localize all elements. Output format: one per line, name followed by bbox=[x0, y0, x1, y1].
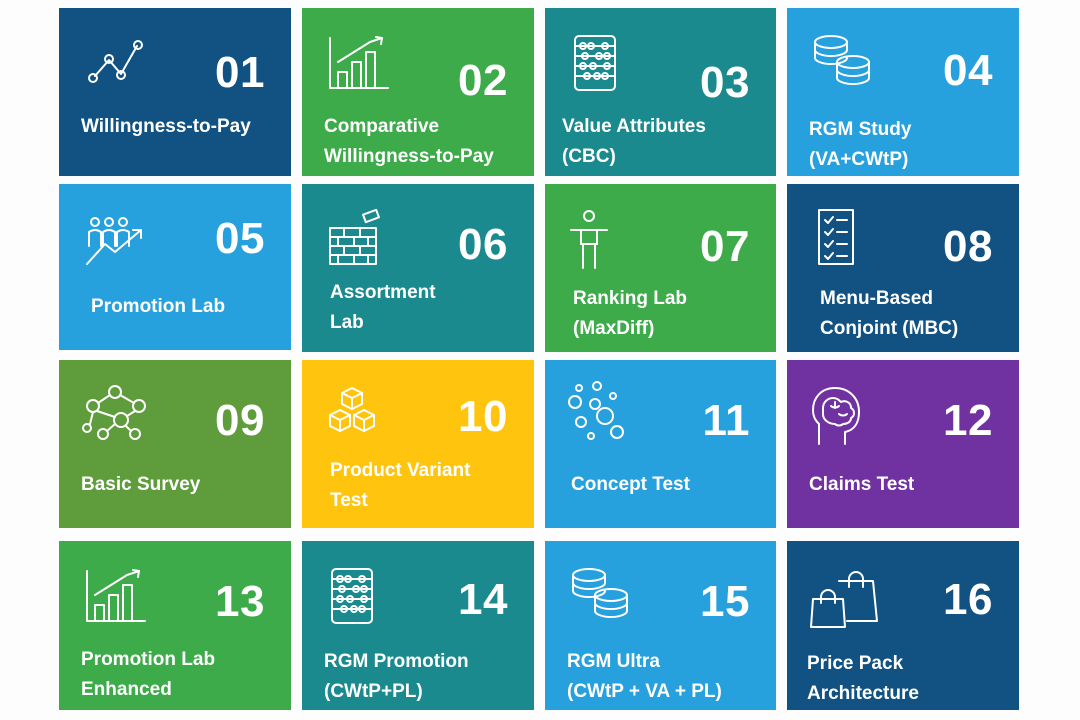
tile-label: RGM Promotion (CWtP+PL) bbox=[324, 651, 469, 702]
tile-label: Concept Test bbox=[571, 474, 690, 495]
tile-comparative-willingness-to-pay[interactable]: 02 Comparative Willingness-to-Pay bbox=[302, 8, 534, 176]
tile-label: RGM Study (VA+CWtP) bbox=[809, 119, 912, 170]
tile-number: 13 bbox=[215, 577, 265, 626]
tile-number: 05 bbox=[215, 214, 265, 263]
brick-wall-icon bbox=[324, 208, 400, 272]
line-chart-icon bbox=[81, 32, 157, 96]
tile-basic-survey[interactable]: 09 Basic Survey bbox=[59, 360, 291, 528]
person-icon bbox=[567, 208, 643, 272]
tile-number: 16 bbox=[943, 575, 993, 624]
tile-number: 15 bbox=[700, 577, 750, 626]
tile-label: Claims Test bbox=[809, 474, 915, 495]
tile-promotion-lab[interactable]: 05 Promotion Lab bbox=[59, 184, 291, 350]
tile-label: Menu-Based Conjoint (MBC) bbox=[820, 288, 959, 339]
tile-value-attributes[interactable]: 03 Value Attributes (CBC) bbox=[545, 8, 776, 176]
tile-number: 03 bbox=[700, 58, 750, 107]
tile-number: 06 bbox=[458, 220, 508, 269]
tile-label: Ranking Lab (MaxDiff) bbox=[573, 288, 688, 339]
tile-number: 01 bbox=[215, 48, 265, 97]
tile-label: Price Pack Architecture bbox=[807, 653, 919, 704]
coins-icon bbox=[567, 565, 643, 629]
abacus-icon bbox=[324, 565, 400, 629]
tile-label: Comparative Willingness-to-Pay bbox=[324, 116, 494, 167]
tile-concept-test[interactable]: 11 Concept Test bbox=[545, 360, 776, 528]
tile-label: Promotion Lab Enhanced bbox=[81, 649, 216, 700]
tile-rgm-study[interactable]: 04 RGM Study (VA+CWtP) bbox=[787, 8, 1019, 176]
bubbles-icon bbox=[567, 384, 643, 448]
people-growth-icon bbox=[81, 208, 157, 272]
bar-chart-icon bbox=[324, 32, 400, 96]
tile-label: Value Attributes (CBC) bbox=[562, 116, 706, 167]
tile-label: Product Variant Test bbox=[330, 460, 471, 511]
tile-product-variant-test[interactable]: 10 Product Variant Test bbox=[302, 360, 534, 528]
tile-menu-based-conjoint[interactable]: 08 Menu-Based Conjoint (MBC) bbox=[787, 184, 1019, 352]
tile-label: Basic Survey bbox=[81, 474, 201, 495]
tile-number: 11 bbox=[702, 396, 750, 445]
tile-number: 12 bbox=[943, 396, 993, 445]
boxes-icon bbox=[324, 384, 400, 448]
tile-rgm-ultra[interactable]: 15 RGM Ultra (CWtP + VA + PL) bbox=[545, 541, 776, 710]
bar-chart-icon bbox=[81, 565, 157, 629]
coins-icon bbox=[809, 32, 885, 96]
abacus-icon bbox=[567, 32, 643, 96]
tile-number: 02 bbox=[458, 56, 508, 105]
tile-number: 08 bbox=[943, 222, 993, 271]
tile-claims-test[interactable]: 12 Claims Test bbox=[787, 360, 1019, 528]
tile-label: Assortment Lab bbox=[330, 282, 436, 333]
network-icon bbox=[81, 384, 157, 448]
tile-promotion-lab-enhanced[interactable]: 13 Promotion Lab Enhanced bbox=[59, 541, 291, 710]
tile-label: RGM Ultra (CWtP + VA + PL) bbox=[567, 651, 722, 702]
tile-rgm-promotion[interactable]: 14 RGM Promotion (CWtP+PL) bbox=[302, 541, 534, 710]
tile-number: 09 bbox=[215, 396, 265, 445]
tile-ranking-lab[interactable]: 07 Ranking Lab (MaxDiff) bbox=[545, 184, 776, 352]
brain-head-icon bbox=[809, 384, 885, 448]
tile-number: 04 bbox=[943, 46, 993, 95]
checklist-icon bbox=[809, 208, 885, 272]
tile-willingness-to-pay[interactable]: 01 Willingness-to-Pay bbox=[59, 8, 291, 176]
tile-label: Willingness-to-Pay bbox=[81, 116, 251, 137]
shopping-bags-icon bbox=[809, 565, 885, 629]
tile-number: 10 bbox=[458, 392, 508, 441]
tile-label: Promotion Lab bbox=[91, 296, 226, 317]
tile-number: 07 bbox=[700, 222, 750, 271]
tile-assortment-lab[interactable]: 06 Assortment Lab bbox=[302, 184, 534, 352]
tile-number: 14 bbox=[458, 575, 508, 624]
tile-price-pack-architecture[interactable]: 16 Price Pack Architecture bbox=[787, 541, 1019, 710]
